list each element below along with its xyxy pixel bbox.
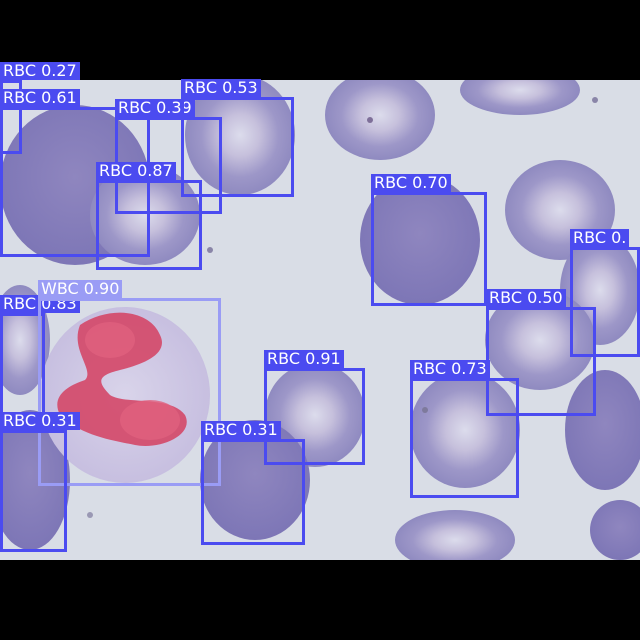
rbc-detection-label: RBC 0.91 [264,350,344,368]
rbc-detection-label: RBC 0.61 [0,89,80,107]
rbc-detection-label: RBC 0.53 [181,79,261,97]
rbc-bounding-box [371,192,487,306]
rbc-detection-label: RBC 0.31 [201,421,281,439]
rbc-detection-label: RBC 0.70 [371,174,451,192]
rbc-detection-label: RBC 0.87 [96,162,176,180]
rbc-bounding-box [96,180,202,270]
rbc-bounding-box [201,439,305,545]
rbc-detection-label: RBC 0. [570,229,630,247]
wbc-detection-label: WBC 0.90 [38,280,123,298]
rbc-bounding-box [181,97,294,197]
rbc-bounding-box [570,247,640,357]
rbc-detection-label: RBC 0.73 [410,360,490,378]
rbc-detection-label: RBC 0.27 [0,62,80,80]
rbc-bounding-box [410,378,519,498]
wbc-bounding-box [38,298,221,486]
rbc-bounding-box [264,368,365,465]
rbc-detection-label: RBC 0.39 [115,99,195,117]
rbc-detection-label: RBC 0.50 [486,289,566,307]
rbc-detection-label: RBC 0.31 [0,412,80,430]
rbc-bounding-box [0,430,67,552]
